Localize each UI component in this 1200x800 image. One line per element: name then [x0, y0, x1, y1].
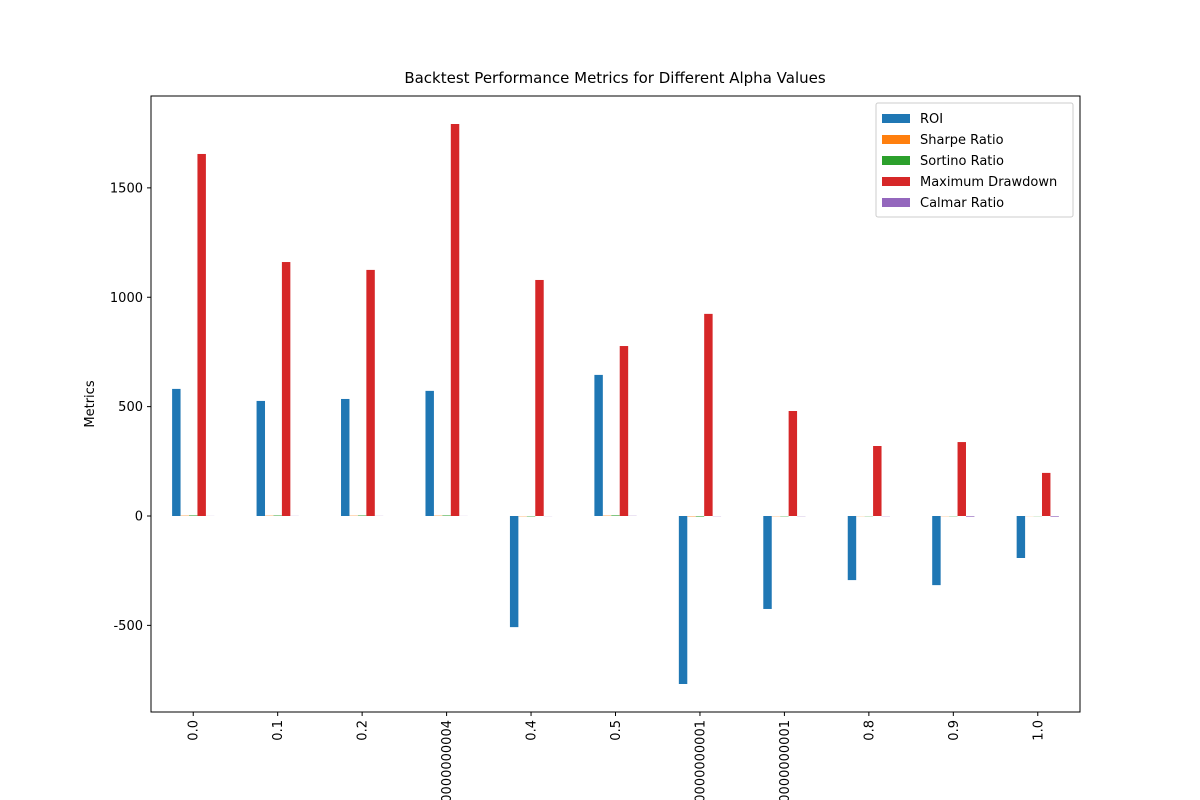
bar	[281, 262, 291, 516]
bar	[172, 388, 181, 516]
legend-swatch	[882, 156, 910, 165]
bar	[611, 515, 620, 516]
bar	[1016, 516, 1026, 558]
bar	[704, 313, 713, 516]
y-tick-label: 0	[135, 510, 143, 525]
legend-swatch	[882, 177, 910, 186]
legend-label: Sharpe Ratio	[920, 133, 1004, 148]
legend-swatch	[882, 114, 910, 123]
x-tick-label: 0.7000000000000001	[778, 720, 793, 800]
bar	[1041, 472, 1051, 516]
x-tick-label: 0.1	[271, 720, 286, 741]
bar	[509, 516, 519, 628]
x-tick-label: 0.0	[187, 720, 202, 741]
bar	[695, 516, 705, 517]
bar	[535, 279, 544, 516]
legend-box	[875, 102, 1074, 218]
legend-label: Sortino Ratio	[920, 154, 1004, 169]
bar	[450, 124, 460, 516]
bar	[366, 269, 375, 516]
plot-frame	[150, 95, 1081, 713]
bar	[932, 516, 941, 586]
y-tick-label: 1500	[110, 181, 143, 196]
bar	[189, 515, 198, 516]
x-tick-label: 0.6000000000000001	[693, 720, 708, 800]
x-tick-label: 0.4	[525, 720, 540, 741]
y-tick-label: 500	[118, 400, 143, 415]
y-axis-label: Metrics	[83, 380, 98, 427]
bar	[442, 515, 451, 516]
bar	[965, 516, 975, 517]
x-tick-label: 1.0	[1031, 720, 1046, 741]
bar	[619, 346, 629, 516]
legend-label: Calmar Ratio	[920, 196, 1004, 211]
bar	[197, 153, 206, 516]
bar	[256, 400, 266, 516]
x-tick-label: 0.9	[947, 720, 962, 741]
bar	[341, 398, 350, 516]
y-tick-label: 1000	[110, 291, 143, 306]
bar	[957, 442, 966, 516]
bar	[1050, 516, 1059, 517]
x-tick-label: 0.2	[356, 720, 371, 741]
bar	[425, 390, 434, 516]
legend-label: ROI	[920, 112, 943, 127]
bar	[788, 411, 798, 516]
chart-title: Backtest Performance Metrics for Differe…	[404, 69, 826, 87]
bar	[678, 516, 688, 684]
x-tick-label: 0.5	[609, 720, 624, 741]
legend-swatch	[882, 135, 910, 144]
x-tick-label: 0.8	[862, 720, 877, 741]
bar	[847, 516, 857, 581]
y-tick-label: -500	[113, 619, 143, 634]
bar	[763, 516, 772, 609]
bar	[873, 446, 882, 516]
legend-label: Maximum Drawdown	[920, 175, 1057, 190]
legend-swatch	[882, 198, 910, 207]
bar	[594, 374, 603, 516]
x-tick-label: 0.30000000000000004	[440, 720, 455, 800]
